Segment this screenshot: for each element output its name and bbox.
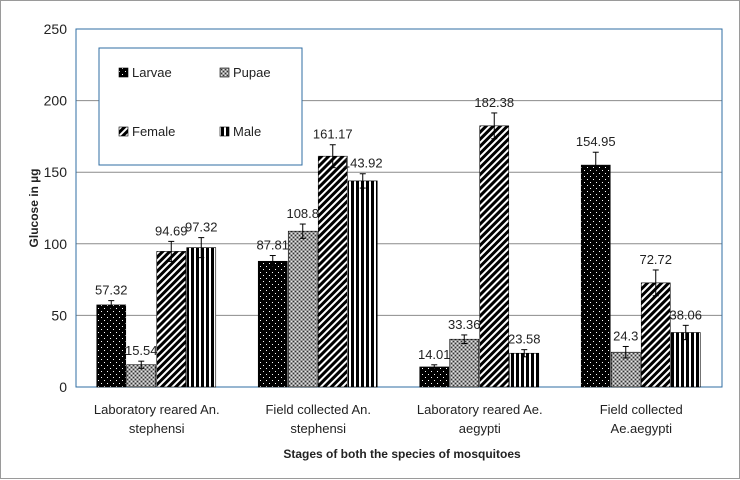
- legend-swatch: [118, 67, 129, 78]
- bar: [640, 282, 671, 388]
- error-bars: [108, 112, 689, 370]
- legend-swatch: [219, 126, 230, 137]
- y-axis-title: Glucose in µg: [27, 169, 41, 248]
- data-label: 108.8: [286, 206, 319, 221]
- bar: [257, 260, 288, 388]
- x-category-label: aegypti: [459, 421, 501, 436]
- x-category-label: Field collected: [600, 402, 683, 417]
- bar: [96, 304, 127, 388]
- data-label: 23.58: [508, 332, 541, 347]
- data-label: 143.92: [343, 156, 383, 171]
- data-label: 154.95: [576, 134, 616, 149]
- data-label: 87.81: [256, 238, 289, 253]
- data-label: 97.32: [185, 220, 218, 235]
- bars: [96, 125, 701, 388]
- x-category-labels: Laboratory reared An. stephensi Field coll…: [94, 402, 683, 436]
- data-label: 33.36: [448, 317, 481, 332]
- plot-area-border: [75, 28, 723, 388]
- bar: [670, 332, 701, 388]
- legend-swatch: [219, 67, 230, 78]
- y-tick-label: 150: [44, 164, 68, 180]
- x-category-label: Field collected An.: [265, 402, 371, 417]
- x-axis-title: Stages of both the species of mosquitoes: [283, 447, 521, 461]
- bar: [449, 338, 480, 388]
- data-label: 24.3: [613, 328, 638, 343]
- bar: [317, 155, 348, 388]
- bar: [509, 352, 540, 388]
- data-label: 182.38: [474, 95, 514, 110]
- x-category-label: stephensi: [290, 421, 346, 436]
- y-tick-label: 200: [44, 93, 68, 109]
- y-tick-label: 100: [44, 236, 68, 252]
- bar: [419, 366, 450, 388]
- legend-label: Male: [233, 124, 261, 139]
- data-label: 57.32: [95, 283, 128, 298]
- data-label: 14.01: [418, 347, 451, 362]
- data-label: 15.54: [125, 343, 158, 358]
- bar: [479, 125, 510, 388]
- legend-label: Female: [132, 124, 175, 139]
- data-label: 72.72: [639, 252, 672, 267]
- bar: [580, 164, 611, 388]
- x-category-label: Laboratory reared An.: [94, 402, 220, 417]
- legend-label: Pupae: [233, 65, 271, 80]
- data-label: 161.17: [313, 127, 353, 142]
- bar: [156, 251, 187, 388]
- legend-label: Larvae: [132, 65, 172, 80]
- x-category-label: stephensi: [129, 421, 185, 436]
- y-tick-label: 250: [44, 21, 68, 37]
- bar: [186, 247, 217, 388]
- data-label: 38.06: [669, 307, 702, 322]
- data-label: 94.69: [155, 223, 188, 238]
- legend-swatch: [118, 126, 129, 137]
- x-category-label: Ae.aegypti: [611, 421, 673, 436]
- y-tick-labels: 0 50 100 150 200 250: [44, 21, 68, 395]
- y-tick-label: 50: [51, 307, 67, 323]
- bar: [347, 180, 378, 388]
- y-tick-label: 0: [59, 379, 67, 395]
- bar: [287, 230, 318, 388]
- legend-box: [98, 47, 303, 166]
- legend: Larvae Pupae Female Male: [98, 47, 303, 166]
- x-category-label: Laboratory reared Ae.: [417, 402, 543, 417]
